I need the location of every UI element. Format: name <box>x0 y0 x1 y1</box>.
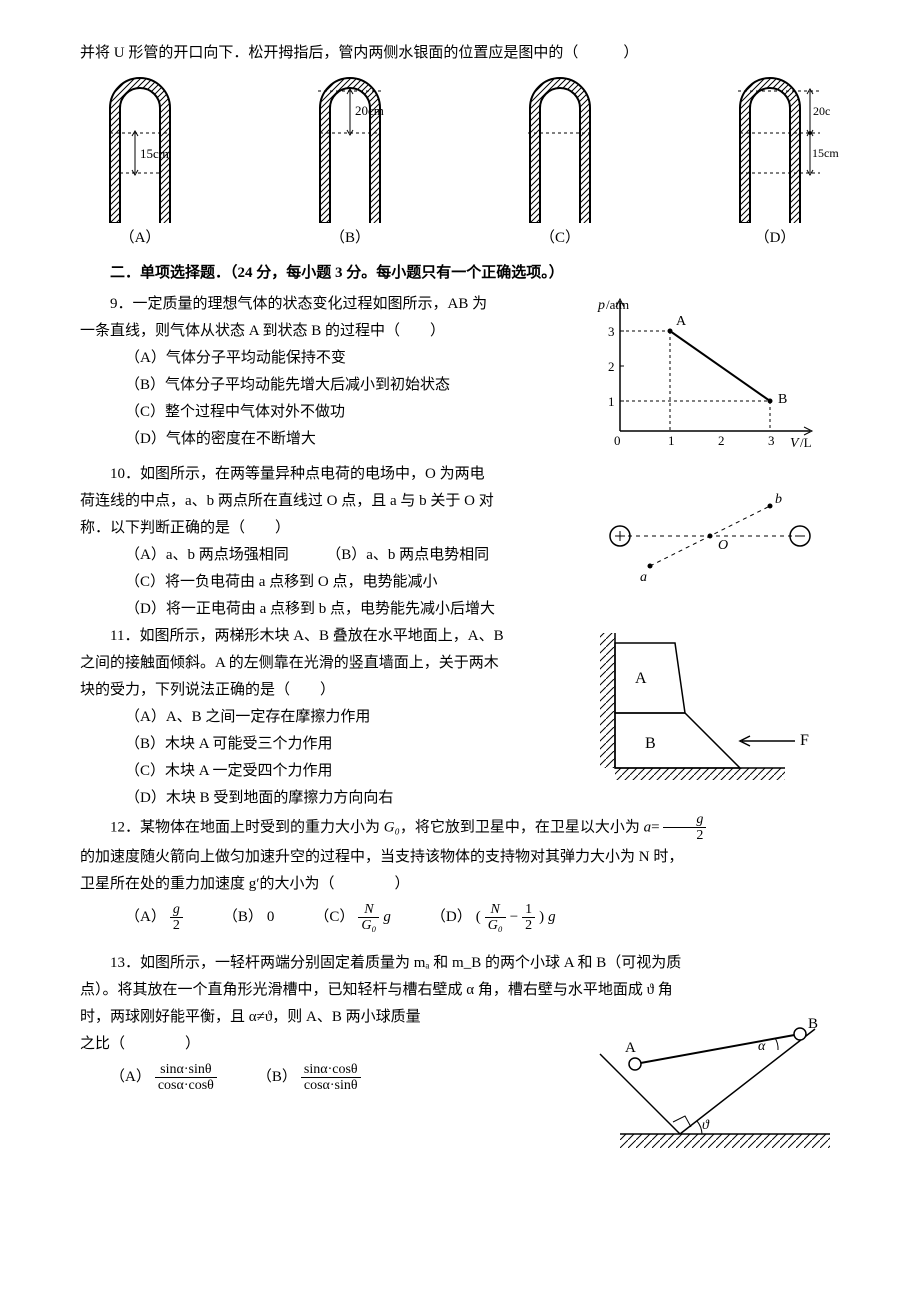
q13-opt-a: （A） sinα·sinθcosα·cosθ <box>110 1062 217 1094</box>
q13-block: 时，两球刚好能平衡，且 α≠ϑ，则 A、B 两小球质量 之比（ ） （A） si… <box>80 1004 840 1154</box>
svg-text:0: 0 <box>614 433 621 448</box>
q8-fig-a: 15cm （A） <box>80 73 200 252</box>
svg-text:a: a <box>640 570 647 581</box>
q11-opt-a: （A）A、B 之间一定存在摩擦力作用 <box>80 704 560 731</box>
q9-stem-a: 9．一定质量的理想气体的状态变化过程如图所示，AB 为 <box>80 291 560 318</box>
q8b-label: （B） <box>330 225 370 252</box>
q8-stem: 并将 U 形管的开口向下．松开拇指后，管内两侧水银面的位置应是图中的（ ） <box>80 40 840 67</box>
q12-frac-g2: g2 <box>663 812 706 844</box>
q13-stem-b: 点）。将其放在一个直角形光滑槽中，已知轻杆与槽右壁成 α 角，槽右壁与水平地面成… <box>80 977 840 1004</box>
q13-stem-c: 时，两球刚好能平衡，且 α≠ϑ，则 A、B 两小球质量 <box>80 1004 500 1031</box>
q9-opt-c: （C）整个过程中气体对外不做功 <box>80 399 560 426</box>
svg-text:A: A <box>635 670 647 687</box>
q8-fig-b: 20cm （B） <box>290 73 410 252</box>
q9-chart: 0 1 2 3 1 2 3 A B p <box>590 291 830 461</box>
q10-figure: O a b <box>590 491 830 581</box>
svg-text:1: 1 <box>668 433 675 448</box>
q12-stem-a: 12．某物体在地面上时受到的重力大小为 G₀，将它放到卫星中，在卫星以大小为 a… <box>80 812 840 844</box>
q12-opt-d: （D） (NG₀−12)g <box>431 902 556 934</box>
svg-text:1: 1 <box>608 394 615 409</box>
svg-text:F: F <box>800 732 809 749</box>
q13-stem-a: 13．如图所示，一轻杆两端分别固定着质量为 mₐ 和 m_B 的两个小球 A 和… <box>80 950 840 977</box>
q12-g0: G₀ <box>384 819 400 835</box>
q9-opt-d: （D）气体的密度在不断增大 <box>80 426 560 453</box>
q11-stem-b: 之间的接触面倾斜。A 的左侧靠在光滑的竖直墙面上，关于两木 <box>80 650 560 677</box>
section2-title: 二．单项选择题．（24 分，每小题 3 分。每小题只有一个正确选项。） <box>80 260 840 287</box>
q8-figures: 15cm （A） 20cm （B） <box>80 73 840 252</box>
svg-text:α: α <box>758 1039 766 1054</box>
svg-text:/atm: /atm <box>606 297 629 312</box>
svg-text:B: B <box>778 392 787 407</box>
q10-stem-c: 称．以下判断正确的是（ ） <box>80 515 560 542</box>
q8a-label: （A） <box>120 225 161 252</box>
svg-text:3: 3 <box>768 433 775 448</box>
svg-text:V: V <box>790 436 800 451</box>
svg-text:A: A <box>676 314 687 329</box>
svg-text:15cm: 15cm <box>812 146 839 160</box>
q10-opt-ab: （A）a、b 两点场强相同 （B）a、b 两点电势相同 <box>80 542 560 569</box>
q12-opt-a: （A） g2 <box>125 902 183 934</box>
svg-text:B: B <box>645 735 656 752</box>
q10-stem-b: 荷连线的中点，a、b 两点所在直线过 O 点，且 a 与 b 关于 O 对 <box>80 488 560 515</box>
svg-text:B: B <box>808 1016 818 1032</box>
svg-text:/L: /L <box>800 435 812 450</box>
q12-stem-b: 的加速度随火箭向上做匀加速升空的过程中，当支持该物体的支持物对其弹力大小为 N … <box>80 844 840 871</box>
q11-block: 11．如图所示，两梯形木块 A、B 叠放在水平地面上，A、B 之间的接触面倾斜。… <box>80 623 840 812</box>
svg-text:3: 3 <box>608 324 615 339</box>
q10-stem-a: 10．如图所示，在两等量异种点电荷的电场中，O 为两电 <box>80 461 560 488</box>
q12-a: a <box>644 819 652 835</box>
q8d-label: （D） <box>755 225 796 252</box>
q11-opt-c: （C）木块 A 一定受四个力作用 <box>80 758 560 785</box>
q11-stem-c: 块的受力，下列说法正确的是（ ） <box>80 677 560 704</box>
q11-stem-a: 11．如图所示，两梯形木块 A、B 叠放在水平地面上，A、B <box>80 623 560 650</box>
q10-block: 10．如图所示，在两等量异种点电荷的电场中，O 为两电 荷连线的中点，a、b 两… <box>80 461 840 623</box>
q8c-label: （C） <box>540 225 580 252</box>
q10-opt-c: （C）将一负电荷由 a 点移到 O 点，电势能减小 <box>80 569 560 596</box>
q8-fig-d: 20c 15cm （D） <box>710 73 840 252</box>
q13-stem-d: 之比（ ） <box>80 1031 500 1058</box>
q10-opt-d: （D）将一正电荷由 a 点移到 b 点，电势能先减小后增大 <box>80 596 560 623</box>
q13-figure: A B α ϑ <box>540 1004 840 1154</box>
svg-text:O: O <box>718 538 728 553</box>
q9-stem-b: 一条直线，则气体从状态 A 到状态 B 的过程中（ ） <box>80 318 560 345</box>
q12-mid: ，将它放到卫星中，在卫星以大小为 <box>400 819 644 835</box>
svg-text:ϑ: ϑ <box>702 1118 710 1133</box>
svg-text:p: p <box>597 298 605 313</box>
q11-opt-b: （B）木块 A 可能受三个力作用 <box>80 731 560 758</box>
q9-opt-b: （B）气体分子平均动能先增大后减小到初始状态 <box>80 372 560 399</box>
q8-fig-c: （C） <box>500 73 620 252</box>
q12-opt-c: （C） NG₀ g <box>314 902 391 934</box>
q11-figure: A B F <box>590 623 820 783</box>
q9-opt-a: （A）气体分子平均动能保持不变 <box>80 345 560 372</box>
q9-block: 9．一定质量的理想气体的状态变化过程如图所示，AB 为 一条直线，则气体从状态 … <box>80 291 840 461</box>
q8a-dim: 15cm <box>140 146 169 161</box>
svg-text:b: b <box>775 492 782 507</box>
q12-stem-c: 卫星所在处的重力加速度 g′的大小为（ ） <box>80 871 840 898</box>
svg-text:2: 2 <box>718 433 725 448</box>
q13-options: （A） sinα·sinθcosα·cosθ （B） sinα·cosθcosα… <box>80 1062 500 1094</box>
q11-opt-d: （D）木块 B 受到地面的摩擦力方向向右 <box>80 785 560 812</box>
q13-opt-b: （B） sinα·cosθcosα·sinθ <box>257 1062 361 1094</box>
q12-pre: 12．某物体在地面上时受到的重力大小为 <box>110 819 384 835</box>
svg-text:A: A <box>625 1040 636 1056</box>
svg-text:20c: 20c <box>813 104 830 118</box>
q8b-dim: 20cm <box>355 103 384 118</box>
q12-options: （A） g2 （B） 0 （C） NG₀ g （D） (NG₀−12)g <box>80 902 840 934</box>
q12-opt-b: （B） 0 <box>223 904 275 931</box>
svg-text:2: 2 <box>608 359 615 374</box>
